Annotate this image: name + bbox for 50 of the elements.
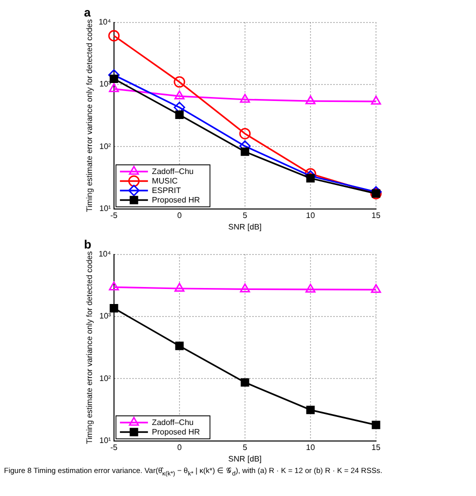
x-tick-label: 0 <box>177 210 182 220</box>
y-tick-label: 10⁴ <box>98 250 112 259</box>
legend-label: Proposed HR <box>152 427 200 436</box>
point <box>174 90 184 100</box>
x-tick-label: 10 <box>306 442 316 452</box>
y-axis-title: Timing estimate error variance only for detected codes <box>85 251 94 444</box>
point <box>240 147 250 156</box>
point <box>240 94 250 103</box>
y-tick-label: 10¹ <box>99 436 112 446</box>
legend-label: Zadoff–Chu <box>152 166 194 176</box>
chart-title: b <box>84 238 92 252</box>
x-tick-label: 15 <box>372 210 381 220</box>
legend-label: Proposed HR <box>152 195 200 204</box>
y-tick-label: 10² <box>99 142 112 151</box>
point <box>370 96 382 105</box>
point <box>240 378 250 387</box>
point <box>110 304 118 312</box>
y-tick-label: 10² <box>99 374 112 383</box>
point <box>240 283 250 292</box>
x-tick-label: 0 <box>177 442 182 452</box>
x-tick-label: -5 <box>110 210 118 220</box>
point <box>239 128 251 140</box>
x-axis-title: SNR [dB] <box>228 222 262 232</box>
x-tick-label: -5 <box>110 442 118 452</box>
point <box>370 284 382 293</box>
chart-title: a <box>84 6 91 20</box>
legend-label: Zadoff–Chu <box>152 418 194 427</box>
point <box>108 30 120 42</box>
x-tick-label: 15 <box>372 442 381 452</box>
y-tick-label: 10¹ <box>99 204 112 214</box>
point <box>108 282 119 290</box>
x-tick-label: 5 <box>242 442 248 452</box>
x-tick-label: 10 <box>306 210 316 220</box>
point <box>175 342 184 350</box>
point <box>306 174 315 183</box>
legend-label: MUSIC <box>152 176 178 186</box>
point <box>175 110 184 120</box>
x-tick-label: 5 <box>242 210 248 220</box>
x-axis-title: SNR [dB] <box>228 454 262 464</box>
y-tick-label: 10⁴ <box>98 18 112 27</box>
y-axis-title: Timing estimate error variance only for detected codes <box>85 19 94 212</box>
point <box>372 420 380 430</box>
point <box>305 95 316 104</box>
point <box>306 406 315 414</box>
point <box>174 282 184 292</box>
y-tick-label: 10³ <box>99 312 112 321</box>
legend-label: ESPRIT <box>152 186 181 195</box>
point <box>305 284 316 293</box>
point <box>174 76 186 88</box>
point <box>110 74 118 84</box>
